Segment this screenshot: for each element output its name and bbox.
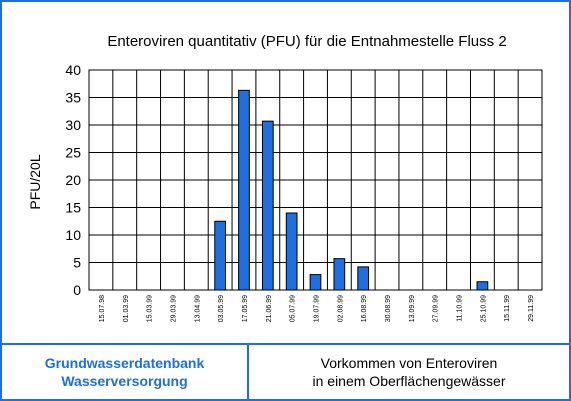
y-tick-label: 25 <box>65 145 81 161</box>
x-tick-labels: 15.07.98 01.03.99 15.03.99 29.03.99 13.04.99… <box>99 295 535 322</box>
bar <box>285 212 298 291</box>
x-tick-label: 15.11.99 <box>504 295 511 322</box>
y-axis-label: PFU/20L <box>27 154 43 209</box>
bar <box>261 120 274 291</box>
y-tick-label: 0 <box>73 282 81 298</box>
x-tick-label: 30.08.99 <box>385 295 392 322</box>
bars <box>214 89 489 291</box>
chart-area: Enteroviren quantitativ (PFU) für die En… <box>2 2 569 345</box>
y-tick-label: 20 <box>65 172 81 188</box>
x-tick-label: 13.09.99 <box>409 295 416 322</box>
grid <box>88 69 543 291</box>
x-tick-label: 19.07.99 <box>314 295 321 322</box>
x-tick-label: 01.03.99 <box>123 295 130 322</box>
footer-left-line2: Wasserversorgung <box>61 373 188 389</box>
x-tick-label: 17.05.99 <box>242 295 249 322</box>
y-tick-label: 40 <box>65 62 81 78</box>
y-tick-label: 35 <box>65 90 81 106</box>
bar <box>309 274 322 291</box>
x-tick-label: 15.03.99 <box>147 295 154 322</box>
bar <box>214 220 226 291</box>
y-tick-label: 30 <box>65 117 81 133</box>
bar <box>238 89 250 291</box>
bar <box>333 258 346 291</box>
y-tick-labels: 0 5 10 15 20 25 30 35 40 <box>65 62 81 298</box>
footer-left-line1: Grundwasserdatenbank <box>44 355 205 371</box>
x-tick-label: 15.07.98 <box>99 295 106 322</box>
y-tick-label: 15 <box>65 200 81 216</box>
chart-title: Enteroviren quantitativ (PFU) für die En… <box>107 33 506 50</box>
x-tick-label: 13.04.99 <box>194 295 201 322</box>
x-tick-label: 03.05.99 <box>218 295 225 322</box>
x-tick-label: 21.06.99 <box>266 295 273 322</box>
bar <box>476 281 489 291</box>
y-tick-label: 10 <box>65 227 81 243</box>
x-tick-label: 16.08.99 <box>361 295 368 322</box>
footer-right-line1: Vorkommen von Enteroviren <box>320 355 498 371</box>
x-tick-label: 29.11.99 <box>528 295 535 322</box>
x-tick-label: 02.08.99 <box>337 295 344 322</box>
x-tick-label: 29.03.99 <box>170 295 177 322</box>
x-tick-label: 05.07.99 <box>290 295 297 322</box>
bar <box>357 266 370 291</box>
x-tick-label: 27.09.99 <box>433 295 440 322</box>
footer-description: Vorkommen von Enteroviren in einem Oberf… <box>249 345 569 399</box>
x-tick-label: 25.10.99 <box>480 295 487 322</box>
footer-right-line2: in einem Oberflächengewässer <box>312 373 506 389</box>
footer-database-label: Grundwasserdatenbank Wasserversorgung <box>2 345 249 399</box>
y-tick-label: 5 <box>73 255 81 271</box>
x-tick-label: 11.10.99 <box>457 295 464 322</box>
bar-chart: Enteroviren quantitativ (PFU) für die En… <box>27 33 543 322</box>
